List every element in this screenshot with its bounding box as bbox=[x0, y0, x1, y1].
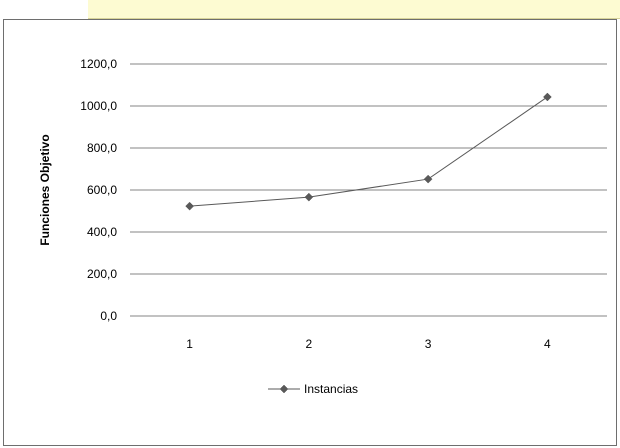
y-tick-label: 200,0 bbox=[87, 267, 117, 281]
data-point-marker bbox=[423, 174, 433, 184]
data-point-marker bbox=[304, 192, 314, 202]
y-tick-label: 1000,0 bbox=[80, 99, 117, 113]
x-tick-label: 4 bbox=[544, 337, 551, 351]
series-line bbox=[189, 96, 548, 207]
y-tick-labels: 0,0 200,0 400,0 600,0 800,0 1000,0 1200,0 bbox=[80, 57, 117, 323]
legend: Instancias bbox=[268, 382, 358, 396]
y-tick-label: 600,0 bbox=[87, 183, 117, 197]
y-tick-label: 1200,0 bbox=[80, 57, 117, 71]
y-tick-label: 400,0 bbox=[87, 225, 117, 239]
x-tick-label: 1 bbox=[186, 337, 193, 351]
x-tick-label: 2 bbox=[306, 337, 313, 351]
highlighted-cell-band bbox=[88, 0, 620, 19]
y-tick-label: 800,0 bbox=[87, 141, 117, 155]
legend-label: Instancias bbox=[304, 382, 358, 396]
legend-marker bbox=[279, 384, 289, 394]
data-point-marker bbox=[543, 92, 552, 102]
data-point-marker bbox=[185, 201, 194, 211]
gridlines bbox=[130, 63, 607, 317]
x-tick-label: 3 bbox=[425, 337, 432, 351]
series-layer bbox=[185, 92, 552, 211]
x-tick-labels: 1 2 3 4 bbox=[186, 337, 551, 351]
y-tick-label: 0,0 bbox=[100, 309, 117, 323]
y-axis-label: Funciones Objetivo bbox=[38, 134, 52, 245]
